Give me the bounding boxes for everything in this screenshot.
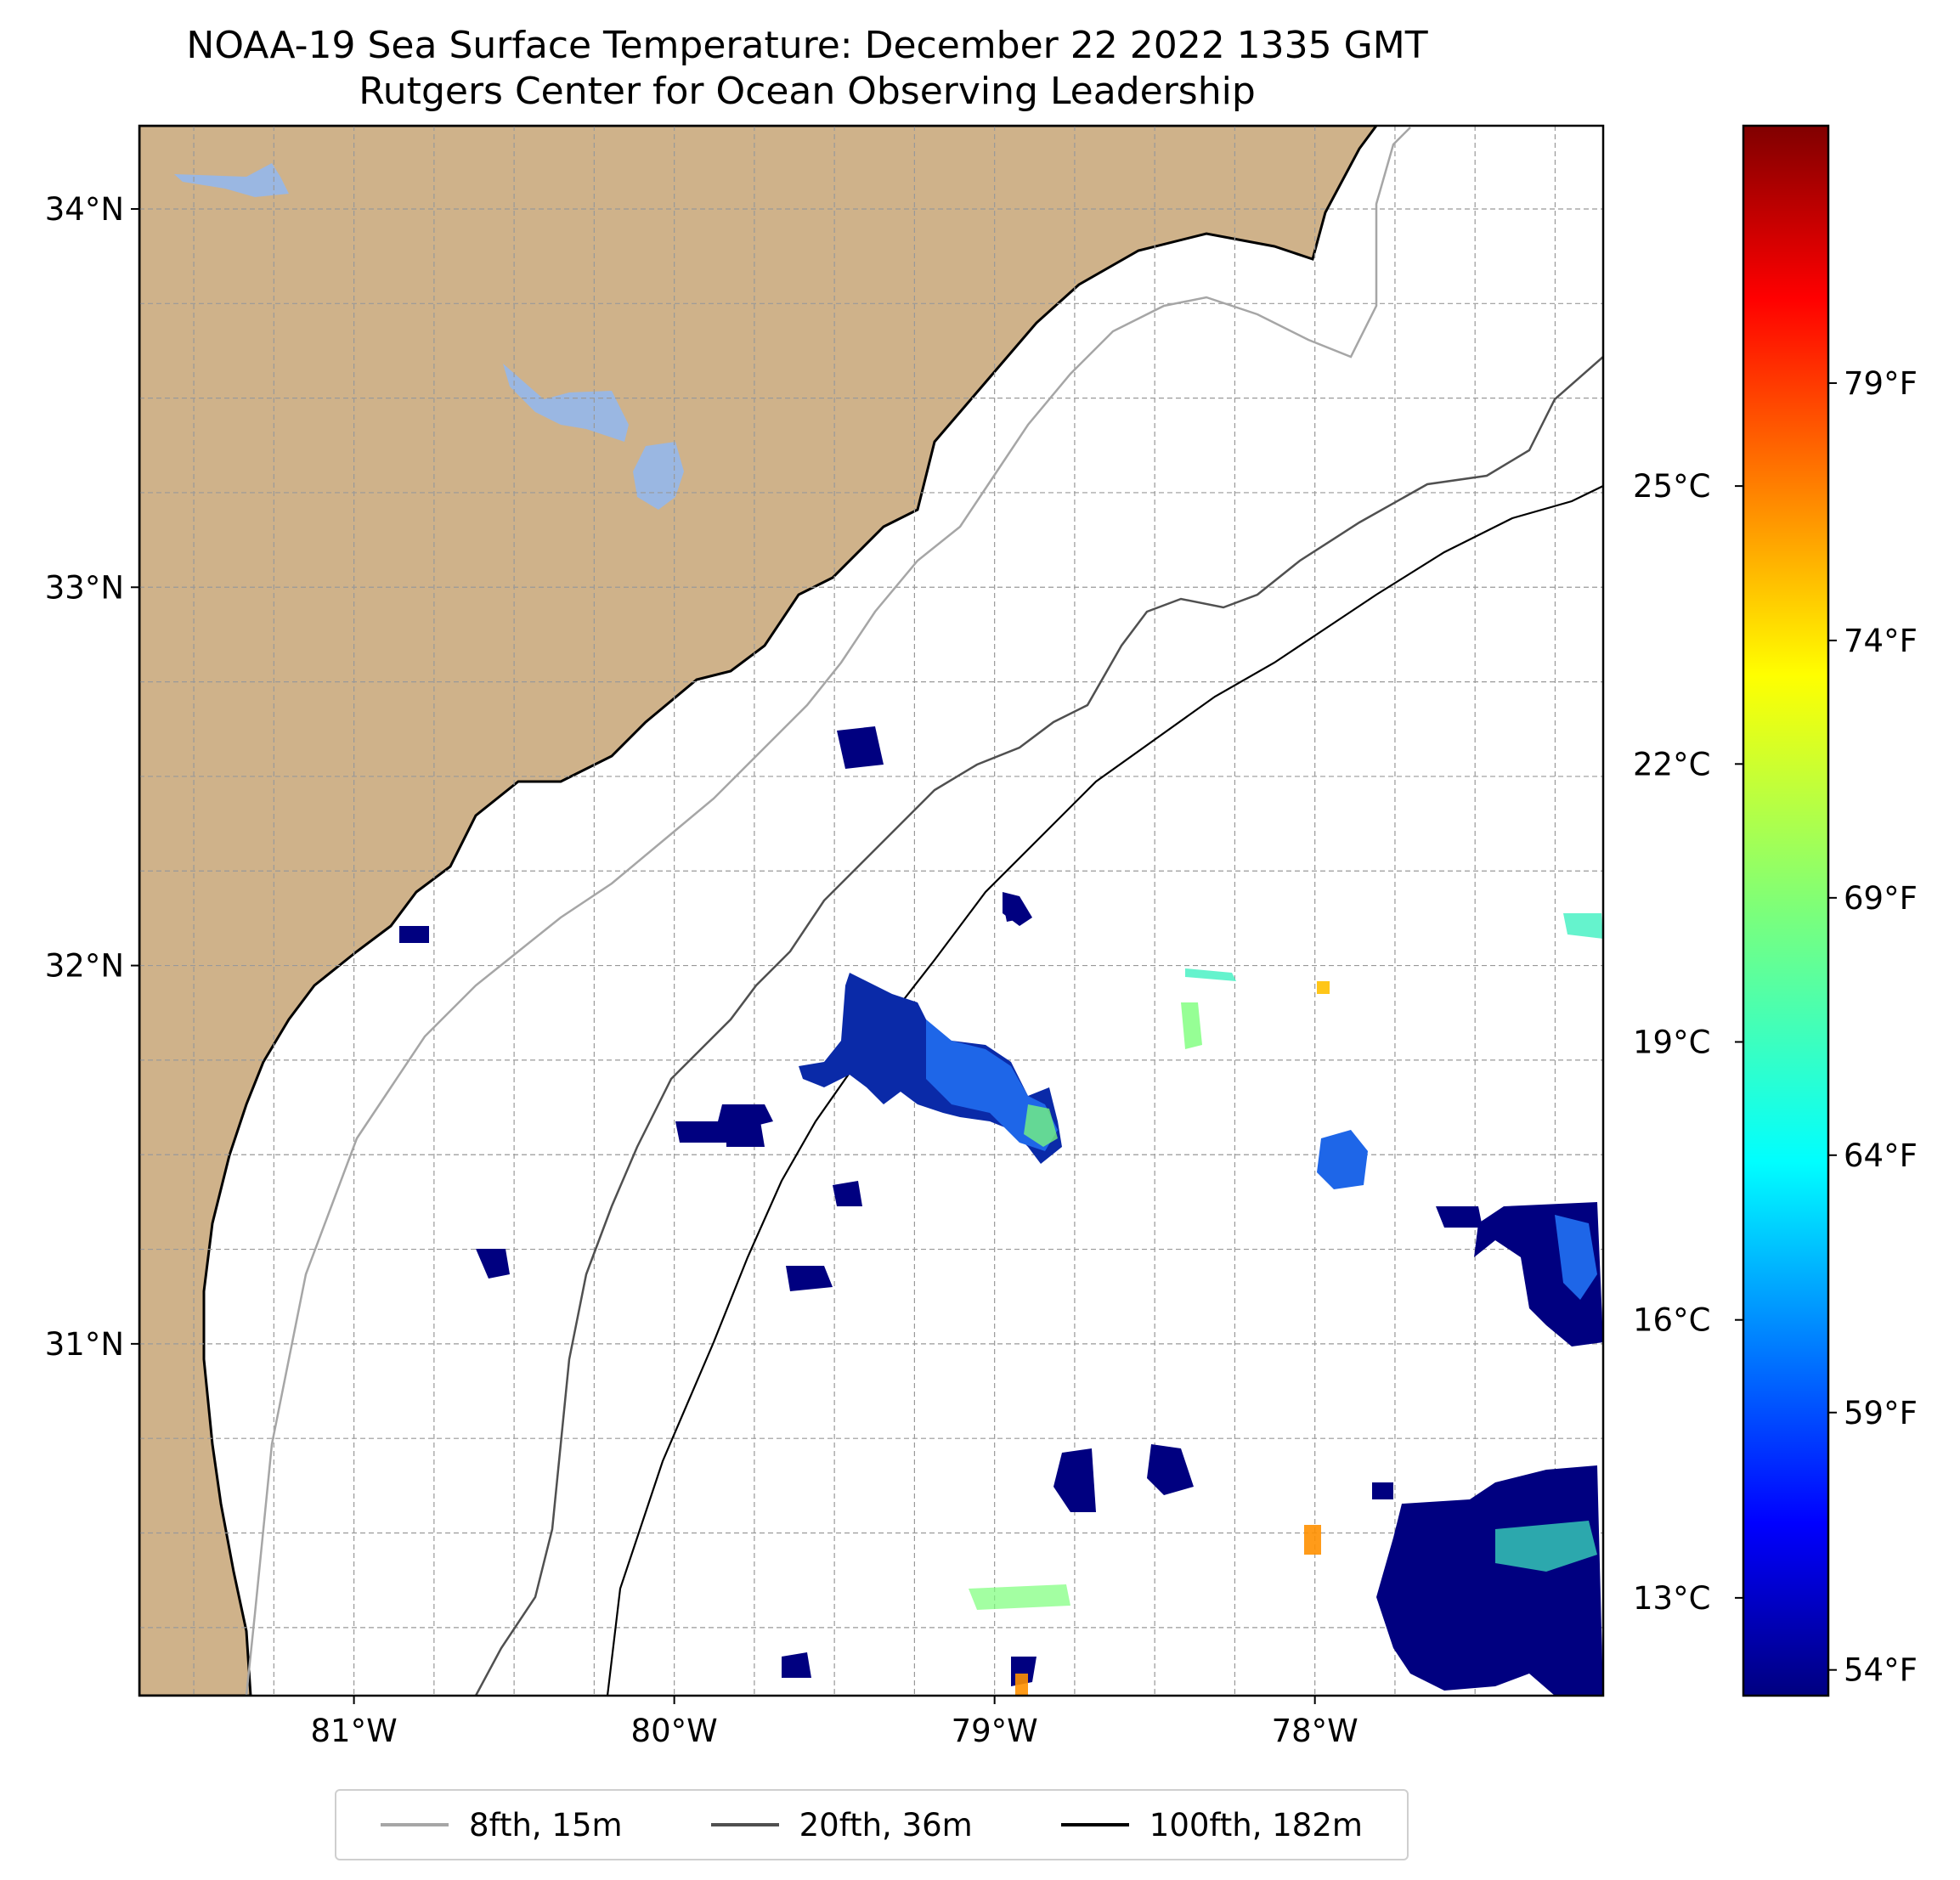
- celsius-tick-label: 16°C: [1633, 1302, 1710, 1339]
- lat-tick-label: 34°N: [45, 191, 124, 228]
- celsius-tick: 19°C: [1633, 1025, 1743, 1061]
- legend-item-20fth: 20fth, 36m: [710, 1806, 973, 1843]
- fahrenheit-tick-label: 79°F: [1844, 365, 1918, 402]
- legend-label: 20fth, 36m: [799, 1806, 973, 1843]
- lat-tick-label: 32°N: [45, 948, 124, 985]
- celsius-tick-label: 25°C: [1633, 468, 1710, 505]
- contour-20fth: [474, 356, 1603, 1696]
- lon-tick-79: 79°W: [952, 1696, 1038, 1749]
- celsius-tick-label: 22°C: [1633, 746, 1710, 782]
- lat-tick-32: 32°N: [45, 948, 139, 985]
- lon-tick-78: 78°W: [1272, 1696, 1358, 1749]
- contour-8fth: [245, 127, 1411, 1696]
- fahrenheit-tick-label: 74°F: [1844, 623, 1918, 659]
- celsius-tick: 16°C: [1633, 1302, 1743, 1339]
- map-title: NOAA-19 Sea Surface Temperature: Decembe…: [186, 24, 1428, 67]
- legend-label: 100fth, 182m: [1149, 1806, 1363, 1843]
- lat-tick-31: 31°N: [45, 1326, 139, 1363]
- lon-tick-label: 78°W: [1272, 1713, 1358, 1749]
- lake: [503, 364, 629, 442]
- celsius-tick: 13°C: [1633, 1580, 1743, 1617]
- fahrenheit-tick-label: 64°F: [1844, 1138, 1918, 1174]
- fahrenheit-tick: 79°F: [1828, 365, 1918, 402]
- lat-tick-label: 33°N: [45, 569, 124, 606]
- lon-tick-80: 80°W: [631, 1696, 718, 1749]
- colorbar-fahrenheit-ticks: 79°F 74°F 69°F 64°F 59°F 54°F: [1828, 365, 1918, 1689]
- legend-swatch: [381, 1823, 449, 1826]
- legend-swatch: [710, 1823, 779, 1826]
- lon-tick-label: 79°W: [952, 1713, 1038, 1749]
- map-subtitle: Rutgers Center for Ocean Observing Leade…: [359, 70, 1256, 113]
- lat-tick-34: 34°N: [45, 191, 139, 228]
- lat-tick-33: 33°N: [45, 569, 139, 606]
- contour-100fth: [606, 485, 1603, 1696]
- lon-tick-label: 80°W: [631, 1713, 718, 1749]
- fahrenheit-tick-label: 59°F: [1844, 1395, 1918, 1431]
- fahrenheit-tick: 64°F: [1828, 1138, 1918, 1174]
- fahrenheit-tick: 54°F: [1828, 1652, 1918, 1689]
- fahrenheit-tick: 74°F: [1828, 623, 1918, 659]
- sst-patches: [399, 726, 1603, 1696]
- map-frame: [138, 124, 1605, 1697]
- map-grid: [139, 126, 1603, 1696]
- fahrenheit-tick-label: 54°F: [1844, 1652, 1918, 1689]
- legend-item-100fth: 100fth, 182m: [1060, 1806, 1363, 1843]
- celsius-tick-label: 19°C: [1633, 1025, 1710, 1061]
- celsius-tick: 22°C: [1633, 746, 1743, 782]
- legend-swatch: [1060, 1823, 1129, 1826]
- legend-item-8fth: 8fth, 15m: [381, 1807, 623, 1843]
- legend-label: 8fth, 15m: [469, 1806, 623, 1843]
- lon-tick-label: 81°W: [311, 1713, 398, 1749]
- colorbar: [1742, 124, 1830, 1697]
- contour-legend: 8fth, 15m 20fth, 36m 100fth, 182m: [335, 1789, 1409, 1860]
- celsius-tick-label: 13°C: [1633, 1580, 1710, 1617]
- land-mass: [139, 126, 1378, 1696]
- lat-tick-label: 31°N: [45, 1326, 124, 1363]
- lon-tick-81: 81°W: [311, 1696, 398, 1749]
- fahrenheit-tick-label: 69°F: [1844, 880, 1918, 917]
- lake: [174, 163, 289, 197]
- fahrenheit-tick: 59°F: [1828, 1395, 1918, 1431]
- latitude-axis: 34°N 33°N 32°N 31°N: [45, 191, 139, 1363]
- celsius-tick: 25°C: [1633, 468, 1743, 505]
- map-area: [139, 126, 1603, 1696]
- fahrenheit-tick: 69°F: [1828, 880, 1918, 917]
- longitude-axis: 81°W 80°W 79°W 78°W: [311, 1696, 1358, 1749]
- colorbar-celsius-ticks: 25°C 22°C 19°C 16°C 13°C: [1633, 468, 1743, 1617]
